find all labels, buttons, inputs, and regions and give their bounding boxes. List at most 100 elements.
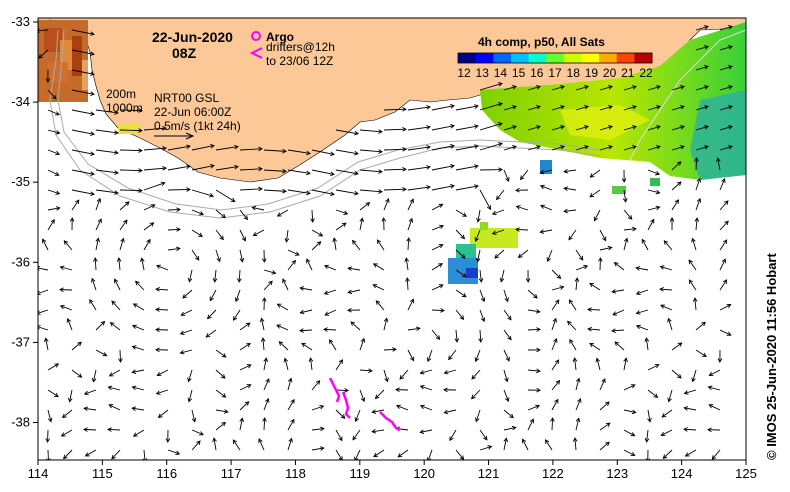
current-arrow xyxy=(143,222,155,231)
current-arrow xyxy=(323,327,337,332)
current-arrow xyxy=(695,65,709,71)
current-arrow xyxy=(91,369,97,383)
current-arrow xyxy=(95,197,102,211)
current-arrow xyxy=(47,363,60,371)
current-arrow xyxy=(116,257,122,271)
current-arrow xyxy=(374,389,385,400)
current-arrow xyxy=(719,85,733,91)
current-arrow xyxy=(613,262,625,271)
current-arrow xyxy=(539,229,553,234)
current-arrow xyxy=(239,343,251,351)
current-arrow xyxy=(431,244,444,251)
scale-label: 0.5m/s (1kt 24h) xyxy=(154,119,241,133)
current-arrow xyxy=(261,249,267,263)
current-arrow xyxy=(719,145,733,151)
current-arrow xyxy=(335,388,349,393)
current-arrow xyxy=(683,427,697,432)
current-arrow xyxy=(47,149,61,156)
current-arrow xyxy=(335,149,359,156)
x-tick-label: 119 xyxy=(349,466,370,481)
current-arrow xyxy=(407,145,431,151)
current-arrow xyxy=(479,189,492,211)
current-arrow xyxy=(95,129,119,135)
current-arrow xyxy=(494,249,505,259)
current-arrow xyxy=(165,429,171,443)
current-arrow xyxy=(63,449,73,460)
current-arrow xyxy=(572,357,578,371)
y-tick-label: -34 xyxy=(11,94,30,109)
current-arrow xyxy=(95,237,100,251)
current-arrow xyxy=(611,328,625,333)
current-arrow xyxy=(237,269,242,283)
current-arrow xyxy=(263,280,273,291)
current-arrow xyxy=(551,359,560,371)
current-arrow xyxy=(119,188,143,193)
current-arrow xyxy=(454,329,460,343)
current-arrow xyxy=(47,218,55,231)
current-arrow xyxy=(455,209,468,217)
current-arrow xyxy=(381,217,387,231)
current-arrow xyxy=(191,249,200,261)
colorbar-swatch xyxy=(546,53,565,63)
current-arrow xyxy=(503,437,509,451)
current-arrow xyxy=(695,177,701,191)
current-arrow xyxy=(45,69,51,83)
current-arrow xyxy=(692,297,698,311)
current-arrow xyxy=(383,317,389,331)
current-arrow xyxy=(167,187,191,192)
current-arrow xyxy=(575,398,582,411)
current-arrow xyxy=(311,426,325,432)
current-arrow xyxy=(544,439,553,451)
current-arrow xyxy=(621,169,627,183)
current-arrow xyxy=(695,321,706,331)
current-arrow xyxy=(95,320,106,331)
current-arrow xyxy=(599,245,613,251)
current-arrow xyxy=(443,369,457,375)
current-arrow xyxy=(383,147,407,152)
current-arrow xyxy=(233,309,241,321)
current-arrow xyxy=(83,427,97,432)
current-arrow xyxy=(684,449,697,457)
drifters-line2: to 23/06 12Z xyxy=(266,54,333,68)
current-arrow xyxy=(671,125,685,131)
current-arrow xyxy=(276,303,289,311)
current-arrow xyxy=(323,289,337,295)
current-arrow xyxy=(371,429,385,434)
current-arrow xyxy=(404,257,410,271)
current-arrow xyxy=(551,398,559,411)
current-arrow xyxy=(455,229,466,240)
current-arrow xyxy=(455,104,479,111)
current-arrow xyxy=(143,126,167,131)
current-arrow xyxy=(707,427,721,433)
current-arrow xyxy=(623,105,637,111)
current-arrow xyxy=(359,337,366,351)
current-arrow xyxy=(719,304,732,311)
current-arrow xyxy=(311,404,325,411)
current-arrow xyxy=(567,320,577,331)
current-arrow xyxy=(695,45,709,51)
current-arrow xyxy=(299,286,313,291)
current-arrow xyxy=(119,148,143,153)
current-arrow xyxy=(71,29,95,36)
current-arrow xyxy=(599,125,613,131)
current-arrow xyxy=(47,409,53,423)
current-vector-field xyxy=(38,25,733,460)
current-arrow xyxy=(95,169,119,175)
drifter-tracks xyxy=(328,377,401,432)
current-arrow xyxy=(431,203,444,211)
current-arrow xyxy=(61,409,73,419)
current-arrow xyxy=(574,277,580,291)
current-arrow xyxy=(671,342,683,351)
current-arrow xyxy=(251,205,265,211)
current-arrow xyxy=(67,389,73,403)
current-arrow xyxy=(287,418,295,431)
current-arrow xyxy=(623,226,637,232)
current-arrow xyxy=(519,169,529,181)
current-arrow xyxy=(503,125,517,131)
current-arrow xyxy=(215,229,224,241)
current-arrow xyxy=(215,144,239,151)
argo-symbol-icon xyxy=(251,31,261,41)
current-arrow xyxy=(167,449,181,456)
current-arrow xyxy=(38,49,49,59)
current-arrow xyxy=(671,105,685,111)
